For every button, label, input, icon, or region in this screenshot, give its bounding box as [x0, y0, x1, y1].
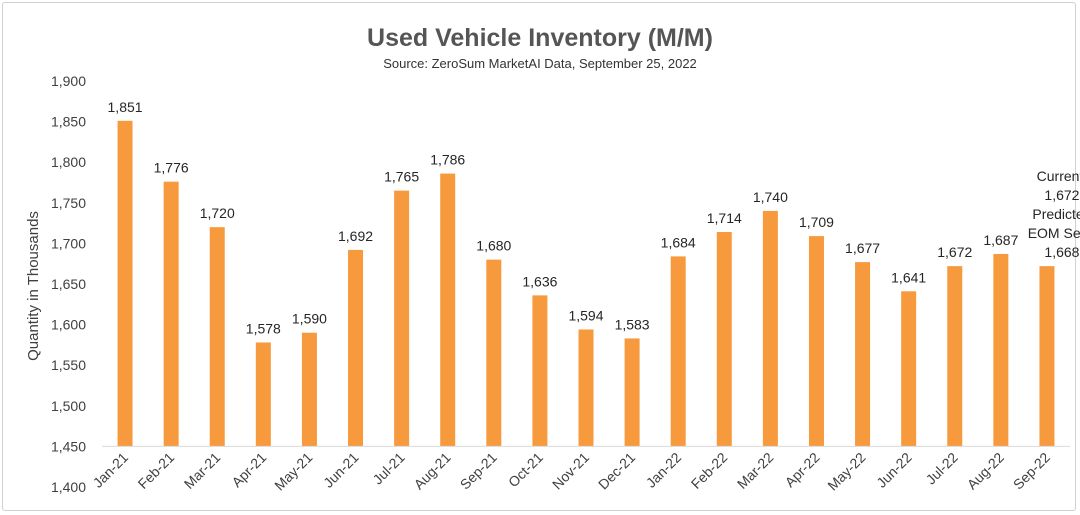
bar	[947, 266, 963, 447]
data-label: 1,672	[937, 244, 972, 260]
data-label: 1,709	[799, 214, 834, 230]
y-tick-label: 1,850	[51, 114, 86, 130]
bar	[117, 120, 133, 447]
bar	[993, 253, 1009, 447]
bar	[808, 236, 824, 447]
x-tick-label: Feb-21	[135, 449, 178, 492]
bar	[532, 295, 548, 447]
data-label: 1,594	[568, 307, 603, 323]
annotation-line: Current:	[1037, 168, 1080, 184]
data-label: 1,680	[476, 238, 511, 254]
data-label: 1,786	[430, 152, 465, 168]
y-tick-label: 1,400	[51, 479, 86, 495]
x-tick-label: Jul-21	[369, 449, 407, 487]
bar	[670, 256, 686, 447]
x-tick-label: Feb-22	[688, 449, 731, 492]
chart-subtitle: Source: ZeroSum MarketAI Data, September…	[383, 56, 697, 71]
x-tick-label: Apr-22	[782, 449, 823, 490]
data-label: 1,692	[338, 228, 373, 244]
x-tick-label: Jan-21	[90, 449, 132, 491]
bar	[901, 291, 917, 447]
bar	[762, 210, 778, 447]
data-label: 1,765	[384, 169, 419, 185]
data-label: 1,641	[891, 269, 926, 285]
bar	[209, 227, 225, 447]
y-axis-label: Quantity in Thousands	[25, 211, 42, 361]
data-label: 1,776	[154, 160, 189, 176]
bar	[163, 181, 179, 447]
x-tick-label: Sep-22	[1010, 449, 1053, 492]
y-tick-label: 1,550	[51, 357, 86, 373]
y-tick-label: 1,800	[51, 154, 86, 170]
x-tick-label: Oct-21	[505, 449, 546, 490]
y-tick-label: 1,650	[51, 276, 86, 292]
data-label: 1,578	[246, 320, 281, 336]
y-tick-label: 1,900	[51, 73, 86, 89]
y-tick-label: 1,450	[51, 438, 86, 454]
data-label: 1,677	[845, 240, 880, 256]
x-tick-label: Sep-21	[457, 449, 500, 492]
annotation-line: 1,672	[1044, 187, 1079, 203]
y-tick-label: 1,600	[51, 317, 86, 333]
x-tick-label: May-22	[824, 449, 868, 493]
data-label: 1,590	[292, 311, 327, 327]
annotation-line: Predicted	[1032, 206, 1080, 222]
x-tick-label: Nov-21	[549, 449, 592, 492]
x-tick-label: Jun-21	[320, 449, 362, 491]
data-label: 1,714	[707, 210, 742, 226]
bar	[394, 190, 410, 447]
bar	[855, 262, 871, 447]
bar	[1039, 266, 1055, 447]
bar	[624, 338, 640, 447]
x-tick-label: May-21	[271, 449, 315, 493]
x-tick-label: Mar-21	[181, 449, 224, 492]
annotation-line: EOM Sept:	[1028, 225, 1080, 241]
data-label: 1,740	[753, 189, 788, 205]
x-tick-label: Aug-21	[411, 449, 454, 492]
y-tick-label: 1,500	[51, 398, 86, 414]
bar	[486, 259, 502, 447]
x-tick-label: Apr-21	[228, 449, 269, 490]
data-label: 1,720	[200, 205, 235, 221]
data-label: 1,687	[983, 232, 1018, 248]
bar	[440, 173, 456, 447]
bar	[578, 329, 594, 447]
x-tick-label: Aug-22	[964, 449, 1007, 492]
bar	[301, 332, 317, 447]
data-label: 1,684	[661, 234, 696, 250]
x-tick-label: Jul-22	[923, 449, 961, 487]
data-label: 1,636	[522, 273, 557, 289]
data-label: 1,851	[108, 99, 143, 115]
bar	[348, 249, 364, 447]
x-tick-label: Jan-22	[643, 449, 685, 491]
data-label: 1,583	[615, 316, 650, 332]
y-tick-label: 1,750	[51, 195, 86, 211]
bar	[716, 232, 732, 447]
bar	[255, 342, 271, 447]
y-tick-label: 1,700	[51, 235, 86, 251]
x-tick-label: Dec-21	[595, 449, 638, 492]
x-tick-label: Mar-22	[734, 449, 777, 492]
chart-title: Used Vehicle Inventory (M/M)	[367, 24, 713, 52]
x-tick-label: Jun-22	[873, 449, 915, 491]
annotation-line: 1,668	[1044, 244, 1079, 260]
